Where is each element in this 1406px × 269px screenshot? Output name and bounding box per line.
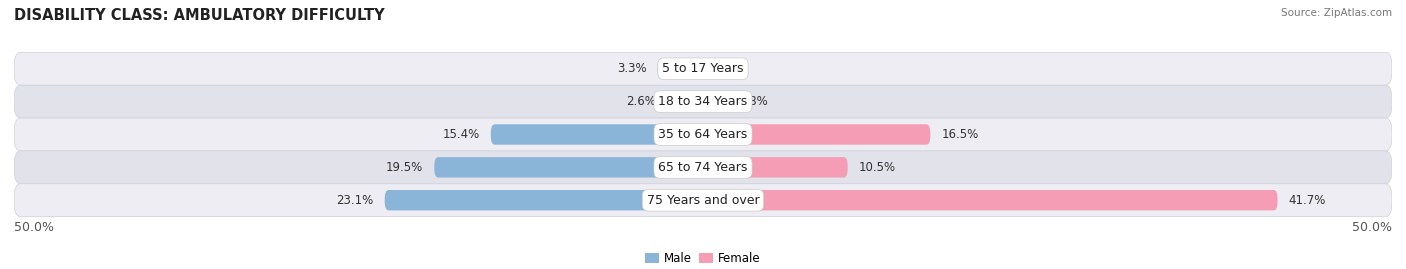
Text: 75 Years and over: 75 Years and over: [647, 194, 759, 207]
FancyBboxPatch shape: [14, 118, 1392, 151]
Text: 2.6%: 2.6%: [626, 95, 657, 108]
Text: 50.0%: 50.0%: [14, 221, 53, 233]
Text: 1.8%: 1.8%: [738, 95, 769, 108]
Text: 65 to 74 Years: 65 to 74 Years: [658, 161, 748, 174]
FancyBboxPatch shape: [14, 85, 1392, 118]
FancyBboxPatch shape: [703, 91, 728, 112]
FancyBboxPatch shape: [14, 151, 1392, 184]
FancyBboxPatch shape: [14, 52, 1392, 85]
Text: 10.5%: 10.5%: [859, 161, 896, 174]
Text: 3.3%: 3.3%: [617, 62, 647, 75]
Text: 35 to 64 Years: 35 to 64 Years: [658, 128, 748, 141]
Text: 0.0%: 0.0%: [714, 62, 744, 75]
FancyBboxPatch shape: [703, 124, 931, 145]
FancyBboxPatch shape: [703, 190, 1278, 210]
FancyBboxPatch shape: [434, 157, 703, 178]
Text: 16.5%: 16.5%: [942, 128, 979, 141]
Text: 5 to 17 Years: 5 to 17 Years: [662, 62, 744, 75]
Text: DISABILITY CLASS: AMBULATORY DIFFICULTY: DISABILITY CLASS: AMBULATORY DIFFICULTY: [14, 8, 385, 23]
FancyBboxPatch shape: [658, 59, 703, 79]
FancyBboxPatch shape: [491, 124, 703, 145]
Text: 19.5%: 19.5%: [387, 161, 423, 174]
Legend: Male, Female: Male, Female: [641, 247, 765, 269]
Text: 15.4%: 15.4%: [443, 128, 479, 141]
FancyBboxPatch shape: [703, 157, 848, 178]
Text: 23.1%: 23.1%: [336, 194, 374, 207]
FancyBboxPatch shape: [14, 184, 1392, 217]
Text: 50.0%: 50.0%: [1353, 221, 1392, 233]
Text: Source: ZipAtlas.com: Source: ZipAtlas.com: [1281, 8, 1392, 18]
FancyBboxPatch shape: [668, 91, 703, 112]
Text: 41.7%: 41.7%: [1289, 194, 1326, 207]
FancyBboxPatch shape: [385, 190, 703, 210]
Text: 18 to 34 Years: 18 to 34 Years: [658, 95, 748, 108]
